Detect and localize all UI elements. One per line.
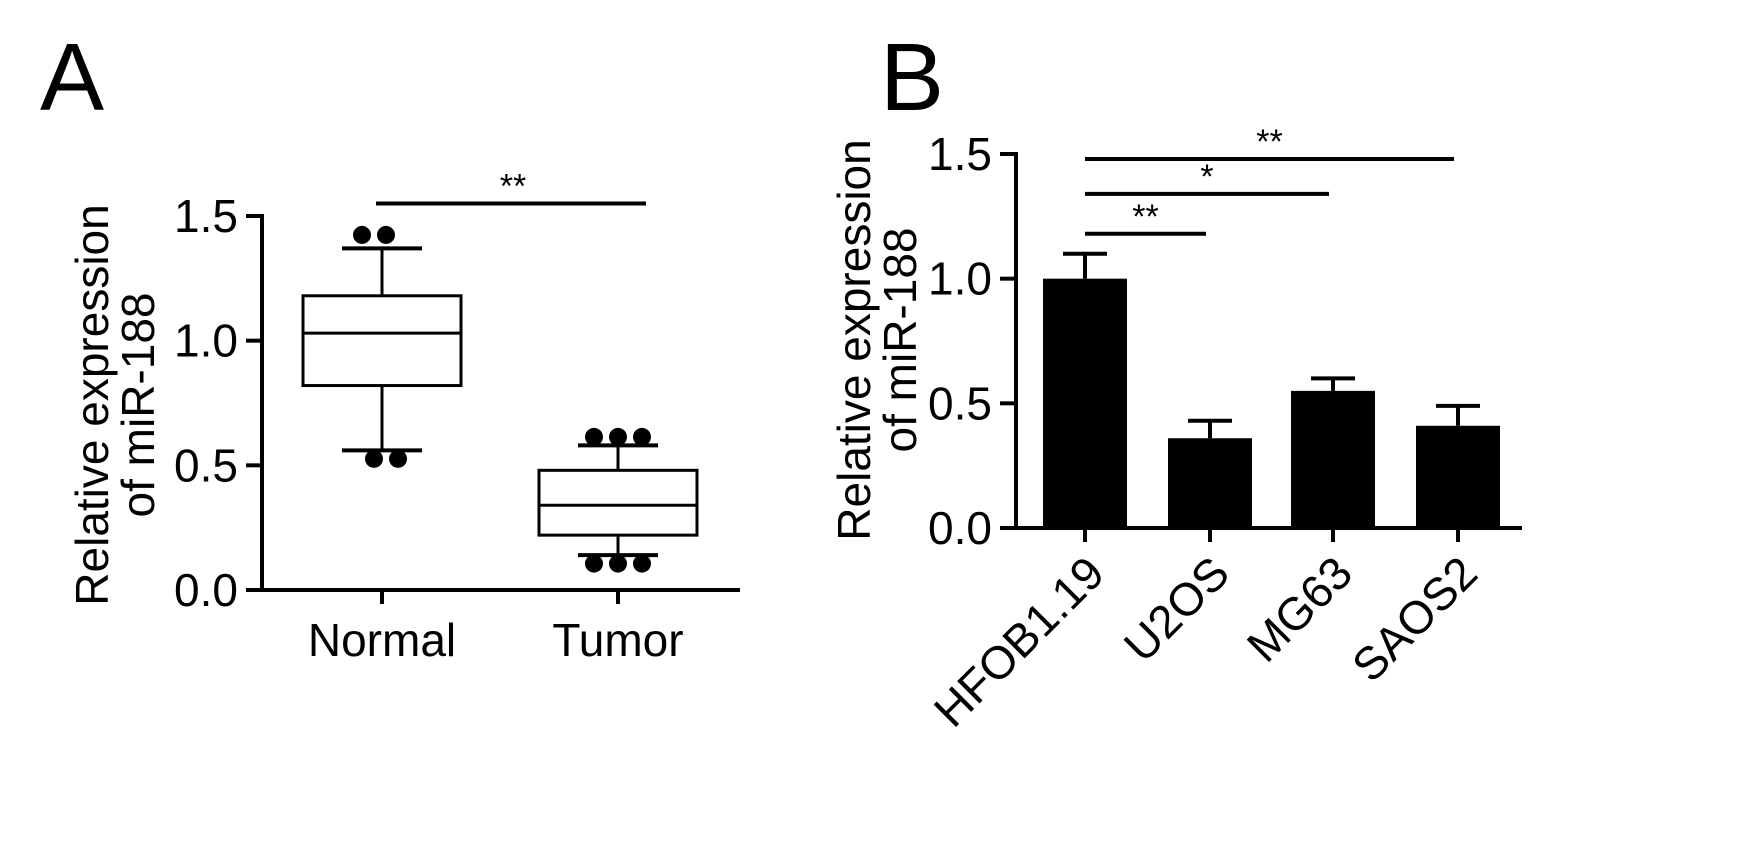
chart-b-bar (1043, 278, 1127, 528)
chart-b-bar (1416, 425, 1500, 528)
panel-a-letter: A (40, 24, 104, 131)
chart-b-bar (1291, 390, 1375, 528)
chart-b-x-tick-label: HFOB1.19 (924, 546, 1114, 736)
chart-a-y-tick-label: 1.0 (174, 315, 238, 367)
chart-a-x-tick-label: Normal (308, 614, 456, 666)
chart-a-y-tick-label: 0.0 (174, 564, 238, 616)
chart-b-y-tick-label: 0.5 (928, 377, 992, 429)
chart-b-significance-label: * (1200, 158, 1213, 196)
chart-b-y-tick-label: 1.5 (928, 128, 992, 180)
chart-a-x-tick-label: Tumor (552, 614, 683, 666)
chart-a-outlier-point (633, 427, 651, 446)
chart-a-outlier-point (389, 449, 407, 468)
chart-a-box (537, 468, 699, 537)
chart-a-y-tick-label: 0.5 (174, 439, 238, 491)
chart-a-outlier-point (585, 427, 603, 446)
chart-b-x-tick-label: U2OS (1114, 546, 1239, 671)
chart-a-box (301, 294, 463, 388)
chart-a-outlier-point (609, 554, 627, 573)
chart-b-y-axis-label-line: Relative expression (828, 139, 880, 540)
panel-b-letter: B (880, 24, 944, 131)
chart-a-outlier-point (609, 427, 627, 446)
chart-a-significance-label: ** (500, 168, 526, 206)
chart-a-y-tick-label: 1.5 (174, 190, 238, 242)
chart-b-y-tick-label: 0.0 (928, 502, 992, 554)
chart-a-outlier-point (633, 554, 651, 573)
chart-b-y-axis-label: Relative expressionof miR-188 (828, 139, 926, 540)
chart-b-y-tick-label: 1.0 (928, 253, 992, 305)
chart-b-significance-label: ** (1256, 123, 1282, 161)
chart-a-outlier-point (585, 554, 603, 573)
chart-a-y-axis-label-line: of miR-188 (112, 293, 164, 518)
chart-a-outlier-point (365, 449, 383, 468)
chart-a-outlier-point (353, 225, 371, 244)
chart-b-x-tick-label: SAOS2 (1342, 546, 1487, 691)
chart-a-y-axis-label-line: Relative expression (66, 204, 118, 605)
chart-b-significance-label: ** (1132, 198, 1158, 236)
chart-b-y-axis-label-line: of miR-188 (874, 228, 926, 453)
chart-b-bar (1168, 438, 1252, 528)
chart-a-y-axis-label: Relative expressionof miR-188 (66, 204, 164, 605)
chart-a-outlier-point (377, 225, 395, 244)
